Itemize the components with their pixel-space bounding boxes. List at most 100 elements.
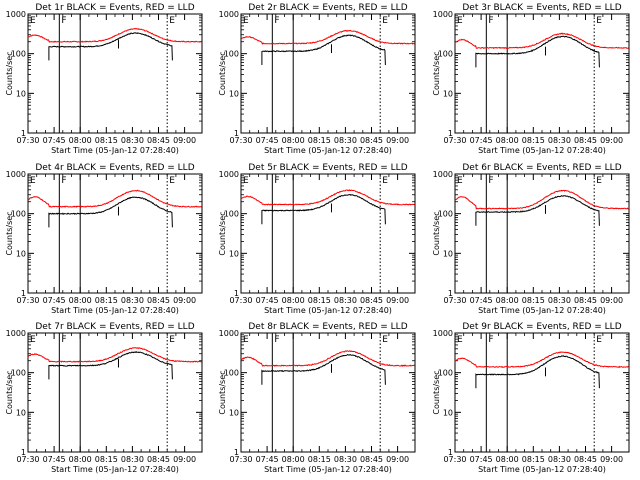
marker-label: E — [382, 16, 388, 26]
y-tick-label: 1 — [234, 129, 239, 138]
plot-frame — [240, 173, 416, 294]
y-axis-label: Counts/sec — [432, 211, 441, 255]
x-tick-label: 07:30 — [229, 296, 252, 305]
y-tick-label: 100 — [224, 210, 239, 219]
y-tick-label: 10 — [16, 249, 26, 258]
events-series-line — [475, 194, 600, 226]
y-tick-label: 100 — [11, 210, 26, 219]
events-series-line — [475, 355, 600, 389]
events-series-line — [261, 193, 386, 225]
marker-label: E — [243, 16, 249, 26]
x-tick-label: 09:00 — [386, 136, 409, 145]
lld-series-line — [240, 29, 415, 45]
y-tick-label: 100 — [11, 50, 26, 59]
x-tick-label: 08:45 — [147, 455, 170, 464]
y-tick-label: 1 — [448, 129, 453, 138]
y-tick-label: 10 — [443, 408, 453, 417]
x-tick-label: 08:15 — [95, 136, 118, 145]
marker-label: E — [596, 16, 602, 26]
lld-series-line — [454, 32, 629, 50]
x-tick-label: 08:30 — [334, 136, 357, 145]
x-tick-label: 08:45 — [574, 296, 597, 305]
marker-label: F — [61, 335, 66, 345]
x-axis-label: Start Time (05-Jan-12 07:28:40) — [264, 306, 392, 315]
x-tick-label: 08:30 — [121, 136, 144, 145]
x-tick-label: 08:00 — [496, 136, 519, 145]
x-tick-label: 08:45 — [360, 296, 383, 305]
y-tick-label: 10 — [443, 249, 453, 258]
x-tick-label: 08:15 — [522, 455, 545, 464]
marker-label: E — [596, 176, 602, 186]
x-tick-label: 08:15 — [522, 136, 545, 145]
x-tick-label: 07:30 — [16, 136, 39, 145]
panel-title: Det 7r BLACK = Events, RED = LLD — [35, 322, 194, 332]
x-axis-label: Start Time (05-Jan-12 07:28:40) — [478, 146, 606, 155]
y-tick-label: 1000 — [433, 170, 453, 179]
marker-label: E — [169, 16, 175, 26]
marker-label: E — [457, 335, 463, 345]
marker-label: E — [30, 335, 36, 345]
y-tick-label: 10 — [443, 89, 453, 98]
x-tick-label: 07:45 — [256, 296, 279, 305]
x-tick-label: 08:30 — [548, 455, 571, 464]
x-tick-label: 08:30 — [334, 455, 357, 464]
y-tick-label: 1 — [21, 448, 26, 457]
x-axis-label: Start Time (05-Jan-12 07:28:40) — [478, 465, 606, 474]
x-tick-label: 07:45 — [43, 455, 66, 464]
x-axis-label: Start Time (05-Jan-12 07:28:40) — [51, 146, 179, 155]
marker-label: E — [169, 176, 175, 186]
events-series-line — [48, 351, 173, 380]
x-tick-label: 07:45 — [256, 455, 279, 464]
marker-label: E — [382, 335, 388, 345]
x-tick-label: 09:00 — [173, 296, 196, 305]
y-tick-label: 1000 — [6, 10, 26, 19]
y-tick-label: 10 — [16, 89, 26, 98]
x-tick-label: 08:45 — [147, 136, 170, 145]
events-series-line — [48, 196, 173, 228]
y-tick-label: 100 — [224, 50, 239, 59]
x-axis-label: Start Time (05-Jan-12 07:28:40) — [478, 306, 606, 315]
x-tick-label: 08:30 — [548, 136, 571, 145]
marker-label: E — [457, 16, 463, 26]
x-tick-label: 07:30 — [229, 136, 252, 145]
x-tick-label: 09:00 — [173, 136, 196, 145]
detector-panel-2: Det 2r BLACK = Events, RED = LLD 1 10 100 10… — [218, 3, 416, 155]
plot-frame — [27, 332, 203, 453]
marker-label: E — [243, 335, 249, 345]
y-tick-label: 1000 — [219, 170, 239, 179]
detector-panel-4: Det 4r BLACK = Events, RED = LLD 1 10 100 10… — [5, 163, 203, 315]
y-tick-label: 1 — [21, 289, 26, 298]
plot-frame — [454, 332, 630, 453]
marker-label: F — [274, 176, 279, 186]
detector-panel-1: Det 1r BLACK = Events, RED = LLD 1 10 100 10… — [5, 3, 203, 155]
panel-title: Det 1r BLACK = Events, RED = LLD — [35, 3, 194, 13]
x-axis-label: Start Time (05-Jan-12 07:28:40) — [51, 465, 179, 474]
y-tick-label: 1 — [448, 289, 453, 298]
marker-label: F — [61, 16, 66, 26]
y-tick-label: 10 — [229, 408, 239, 417]
events-series-line — [261, 34, 386, 66]
marker-label: F — [488, 176, 493, 186]
x-tick-label: 08:45 — [574, 455, 597, 464]
detector-panel-5: Det 5r BLACK = Events, RED = LLD 1 10 100 10… — [218, 163, 416, 315]
x-tick-label: 07:30 — [443, 455, 466, 464]
x-tick-label: 08:15 — [522, 296, 545, 305]
events-series-line — [48, 32, 173, 61]
panel-title: Det 8r BLACK = Events, RED = LLD — [248, 322, 407, 332]
y-tick-label: 10 — [229, 249, 239, 258]
x-tick-label: 08:30 — [334, 296, 357, 305]
panel-title: Det 9r BLACK = Events, RED = LLD — [462, 322, 621, 332]
x-tick-label: 08:45 — [360, 136, 383, 145]
detector-panel-7: Det 7r BLACK = Events, RED = LLD 1 10 100 10… — [5, 322, 203, 474]
panel-title: Det 5r BLACK = Events, RED = LLD — [248, 163, 407, 173]
x-tick-label: 09:00 — [600, 136, 623, 145]
y-tick-label: 1000 — [6, 170, 26, 179]
lld-series-line — [27, 27, 202, 43]
y-tick-label: 1 — [234, 289, 239, 298]
x-tick-label: 08:30 — [121, 296, 144, 305]
y-axis-label: Counts/sec — [5, 51, 14, 95]
panel-title: Det 3r BLACK = Events, RED = LLD — [462, 3, 621, 13]
x-tick-label: 08:00 — [282, 136, 305, 145]
x-tick-label: 08:00 — [69, 455, 92, 464]
